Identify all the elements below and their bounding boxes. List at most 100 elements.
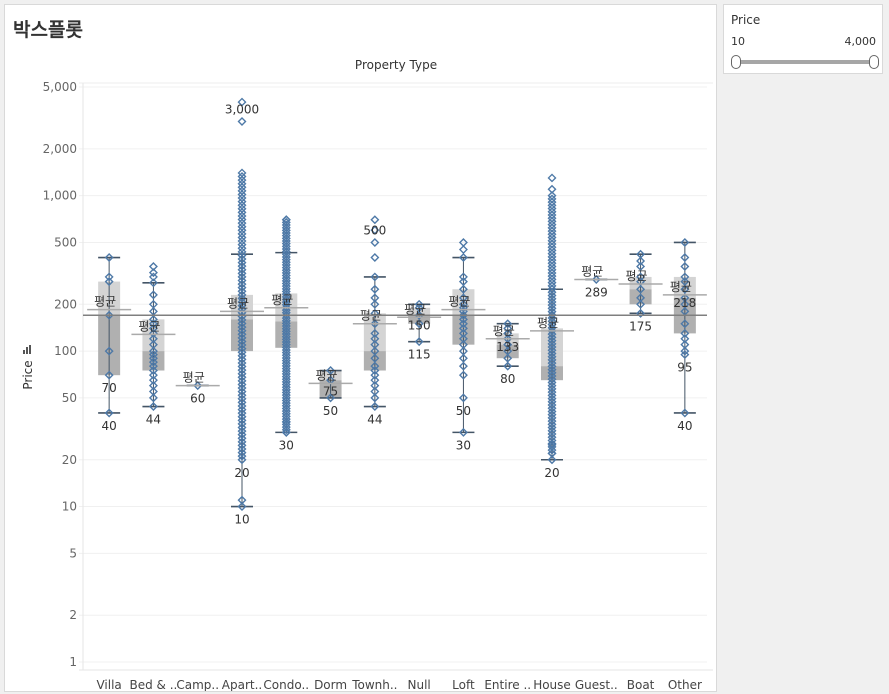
data-point	[148, 334, 158, 344]
data-point	[370, 293, 380, 303]
data-point	[458, 340, 468, 350]
data-point	[636, 277, 646, 287]
data-point	[458, 310, 468, 320]
sort-icon-bar	[23, 350, 25, 354]
data-point	[414, 319, 424, 329]
value-label: 50	[456, 404, 471, 418]
average-label: 평균	[271, 293, 293, 307]
data-point	[237, 297, 247, 307]
data-point	[414, 303, 424, 313]
filter-max-handle[interactable]	[869, 55, 879, 69]
data-point	[370, 215, 380, 225]
data-point	[148, 375, 158, 385]
value-label: 10	[234, 513, 249, 527]
data-point	[148, 262, 158, 272]
data-point	[680, 408, 690, 418]
data-point	[148, 346, 158, 356]
data-point	[237, 222, 247, 232]
data-point	[458, 272, 468, 282]
filter-slider-track[interactable]	[736, 60, 872, 64]
data-point	[503, 353, 513, 363]
average-value-label: 133	[496, 340, 519, 354]
average-label: 평균	[626, 269, 648, 283]
data-point	[148, 357, 158, 367]
chart-header: Property Type	[355, 58, 437, 72]
filter-min-label: 10	[731, 35, 745, 48]
data-point	[680, 272, 690, 282]
data-point	[237, 319, 247, 329]
data-point	[503, 334, 513, 344]
data-point	[503, 319, 513, 329]
y-tick-label: 100	[54, 344, 77, 358]
data-point	[680, 346, 690, 356]
y-tick-label: 1,000	[43, 189, 77, 203]
data-point	[370, 346, 380, 356]
data-point	[237, 97, 247, 107]
average-label: 평균	[138, 319, 160, 333]
data-point	[237, 240, 247, 250]
data-point	[148, 350, 158, 360]
data-point	[370, 375, 380, 385]
data-point	[237, 276, 247, 285]
box-11: 평균 20 House	[530, 173, 574, 691]
data-point	[237, 408, 247, 418]
category-label: Other	[668, 678, 702, 691]
category-label: Guest..	[575, 678, 618, 691]
data-point	[237, 369, 247, 379]
data-point	[458, 284, 468, 294]
y-tick-label: 200	[54, 297, 77, 311]
data-point	[680, 350, 690, 360]
value-label: 40	[102, 419, 117, 433]
data-point	[680, 299, 690, 309]
data-point	[193, 381, 203, 391]
data-point	[237, 376, 247, 386]
data-point	[237, 243, 247, 253]
data-point	[680, 319, 690, 329]
box-4: 평균 3,000 20 10 Apart..	[220, 97, 264, 691]
data-point	[458, 427, 468, 437]
data-point	[680, 340, 690, 350]
data-point	[148, 381, 158, 391]
data-point	[237, 301, 247, 311]
data-point	[148, 386, 158, 396]
data-point	[680, 253, 690, 263]
filter-max-label: 4,000	[844, 35, 877, 48]
value-label: 289	[585, 285, 608, 299]
data-point	[547, 448, 557, 458]
data-point	[148, 268, 158, 278]
box-12: 평균 289 Guest..	[574, 264, 619, 691]
data-point	[458, 245, 468, 255]
data-point	[680, 284, 690, 294]
box-3: 평균 60 Camp..	[175, 371, 220, 691]
data-point	[237, 405, 247, 415]
category-label: House	[533, 678, 571, 691]
data-point	[237, 397, 247, 407]
price-filter[interactable]: Price 10 4,000	[723, 4, 883, 74]
filter-min-handle[interactable]	[731, 55, 741, 69]
data-point	[680, 328, 690, 338]
data-point	[680, 334, 690, 344]
data-point	[237, 495, 247, 505]
data-point	[237, 279, 247, 289]
data-point	[148, 299, 158, 309]
page-title: 박스플롯	[13, 19, 83, 41]
data-point	[503, 346, 513, 356]
data-point	[636, 308, 646, 318]
y-tick-label: 50	[62, 391, 77, 405]
data-point	[326, 393, 336, 403]
value-label: 80	[500, 372, 515, 386]
value-label: 115	[408, 348, 431, 362]
data-point	[148, 323, 158, 333]
data-point	[148, 366, 158, 376]
data-point	[237, 268, 247, 278]
data-point	[370, 353, 380, 363]
data-point	[104, 370, 114, 380]
y-tick-label: 20	[62, 453, 77, 467]
data-point	[237, 116, 247, 126]
data-point	[237, 232, 247, 242]
data-point	[237, 193, 247, 203]
data-point	[237, 433, 247, 443]
data-point	[458, 314, 468, 324]
data-point	[237, 344, 247, 354]
average-value-label: 150	[408, 318, 431, 332]
